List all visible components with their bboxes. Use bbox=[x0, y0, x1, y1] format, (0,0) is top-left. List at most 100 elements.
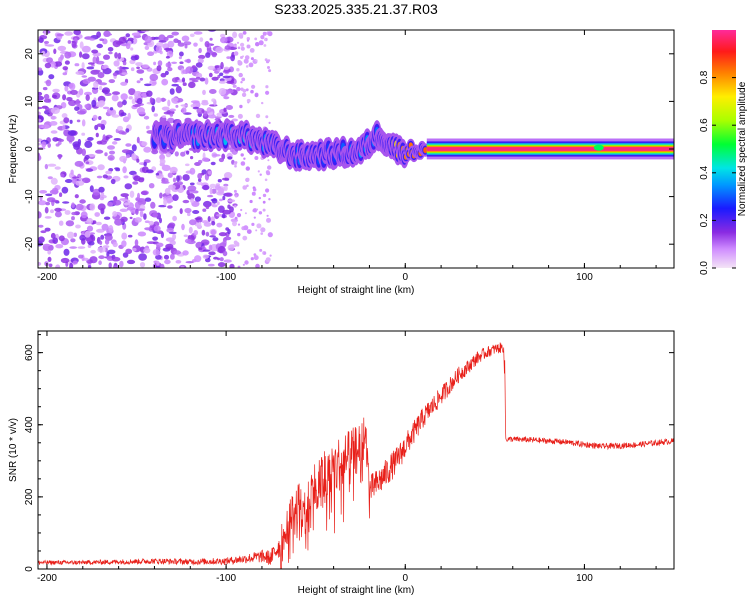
spectrogram-noise-blob bbox=[161, 181, 170, 184]
spectrogram-noise-blob bbox=[188, 226, 193, 234]
spectrogram-noise-blob bbox=[152, 236, 159, 241]
spectrogram-noise-blob bbox=[85, 94, 90, 101]
spectrogram-noise-blob bbox=[150, 201, 156, 209]
spectrogram-noise-blob bbox=[201, 220, 209, 224]
spectrogram-noise-blob bbox=[107, 47, 114, 52]
spectrogram-noise-blob bbox=[117, 52, 122, 60]
spectrogram-noise-blob bbox=[165, 243, 174, 250]
spectrogram-noise-blob bbox=[181, 223, 185, 231]
spectrogram-noise-blob bbox=[155, 242, 164, 248]
spectrogram-noise-blob bbox=[120, 93, 128, 101]
spectrogram-noise-blob bbox=[66, 97, 73, 102]
spectrogram-noise-blob bbox=[147, 51, 155, 56]
spectrogram-noise-blob bbox=[209, 183, 217, 189]
spectrogram-noise-blob bbox=[267, 31, 273, 37]
spectrogram-noise-blob bbox=[167, 67, 173, 72]
spectrogram-noise-blob bbox=[76, 119, 81, 123]
spectrogram-noise-blob bbox=[169, 113, 174, 117]
spectrogram-noise-blob bbox=[192, 210, 200, 214]
spectrogram-noise-blob bbox=[248, 62, 254, 68]
spectrogram-noise-blob bbox=[201, 101, 209, 106]
spectrogram-noise-blob bbox=[99, 196, 104, 201]
spectrogram-noise-blob bbox=[69, 246, 77, 249]
spectrogram-noise-blob bbox=[186, 58, 192, 64]
spectrogram-noise-blob bbox=[38, 67, 43, 71]
spectrogram-noise-blob bbox=[155, 265, 161, 268]
spectrogram-noise-blob bbox=[207, 194, 214, 198]
spectrogram-noise-blob bbox=[233, 51, 239, 56]
spectrogram-noise-blob bbox=[38, 37, 44, 43]
spectrogram-noise-blob bbox=[131, 98, 136, 105]
spectrogram-noise-blob bbox=[161, 164, 171, 172]
spectrogram-noise-blob bbox=[72, 176, 80, 179]
spectrogram-noise-blob bbox=[262, 193, 267, 198]
spectrogram-noise-blob bbox=[158, 40, 167, 43]
spectrogram-noise-blob bbox=[250, 57, 254, 61]
spectrogram-noise-blob bbox=[245, 88, 249, 92]
spectrogram-noise-blob bbox=[237, 265, 241, 268]
spectrogram-noise-blob bbox=[71, 40, 77, 48]
spectrogram-noise-blob bbox=[255, 59, 258, 62]
spectrogram-noise-blob bbox=[127, 234, 133, 238]
spectrogram-noise-blob bbox=[254, 93, 259, 98]
spectrogram-noise-blob bbox=[56, 33, 64, 37]
spectrogram-noise-blob bbox=[240, 56, 243, 59]
spectrogram-noise-blob bbox=[265, 85, 269, 89]
spectrogram-noise-blob bbox=[132, 247, 137, 252]
spectrogram-noise-blob bbox=[236, 41, 240, 44]
spectrogram-noise-blob bbox=[223, 183, 229, 187]
spectrogram-noise-blob bbox=[260, 35, 265, 40]
spectrogram-noise-blob bbox=[255, 229, 258, 232]
spectrogram-noise-blob bbox=[86, 225, 94, 232]
spectrogram-noise-blob bbox=[81, 62, 85, 69]
spectrogram-noise-blob bbox=[211, 76, 219, 81]
spectrogram-noise-blob bbox=[165, 152, 172, 158]
spectrogram-noise-blob bbox=[151, 105, 155, 113]
spectrogram-noise-blob bbox=[41, 141, 47, 148]
spectrogram-noise-blob bbox=[144, 35, 152, 44]
spectrogram-noise-blob bbox=[166, 227, 174, 233]
spectrogram-xlabel: Height of straight line (km) bbox=[298, 285, 415, 296]
spectrogram-noise-blob bbox=[160, 72, 167, 78]
spectrogram-noise-blob bbox=[198, 47, 202, 54]
spectrogram-noise-blob bbox=[112, 241, 118, 248]
spectrogram-noise-blob bbox=[236, 86, 241, 92]
spectrogram-noise-blob bbox=[259, 173, 262, 176]
spectrogram-noise-blob bbox=[180, 104, 189, 107]
spectrogram-noise-blob bbox=[202, 89, 206, 95]
spectrogram-noise-blob bbox=[120, 81, 128, 86]
spectrogram-noise-blob bbox=[267, 66, 270, 69]
spectrogram-noise-blob bbox=[164, 70, 169, 76]
spectrogram-noise-blob bbox=[217, 74, 221, 79]
spectrogram-noise-blob bbox=[234, 161, 238, 164]
spectrogram-noise-blob bbox=[245, 65, 249, 68]
spectrogram-noise-blob bbox=[66, 134, 75, 142]
spectrogram-noise-blob bbox=[55, 244, 64, 249]
spectrogram-noise-blob bbox=[131, 32, 141, 37]
spectrogram-noise-blob bbox=[267, 232, 273, 238]
spectrogram-noise-blob bbox=[249, 48, 255, 53]
spectrogram-noise-blob bbox=[197, 58, 204, 64]
spectrogram-noise-blob bbox=[112, 199, 122, 206]
spectrogram-noise-blob bbox=[92, 188, 101, 196]
spectrogram-noise-blob bbox=[256, 223, 262, 229]
snr-ylabel: SNR (10 * v/v) bbox=[8, 418, 19, 482]
spectrogram-noise-blob bbox=[208, 72, 213, 78]
spectrogram-noise-blob bbox=[121, 149, 131, 154]
spectrogram-noise-blob bbox=[143, 146, 152, 153]
spectrogram-noise-blob bbox=[246, 98, 251, 103]
spectrogram-noise-blob bbox=[125, 33, 131, 38]
spectrogram-noise-blob bbox=[176, 181, 184, 186]
spectrogram-noise-blob bbox=[262, 208, 266, 212]
spectrogram-noise-blob bbox=[167, 40, 175, 48]
spectrogram-noise-blob bbox=[206, 107, 212, 114]
spectrogram-noise-blob bbox=[141, 141, 148, 147]
snr-ytick-label: 200 bbox=[24, 488, 35, 505]
spectrogram-noise-blob bbox=[209, 235, 217, 238]
spectrogram-noise-blob bbox=[77, 246, 86, 249]
spectrogram-noise-blob bbox=[184, 238, 192, 244]
spectrogram-ytick-label: -20 bbox=[24, 237, 35, 252]
spectrogram-noise-blob bbox=[227, 204, 231, 209]
spectrogram-noise-blob bbox=[137, 231, 147, 237]
